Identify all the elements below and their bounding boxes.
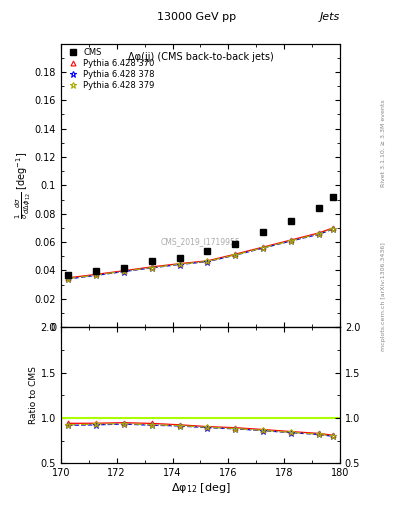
Pythia 6.428 379 [261, 245, 266, 251]
Pythia 6.428 378 [66, 276, 70, 282]
Pythia 6.428 370 [331, 225, 335, 231]
Pythia 6.428 379 [149, 265, 154, 271]
Pythia 6.428 370 [261, 244, 266, 250]
Pythia 6.428 378 [205, 259, 210, 265]
Pythia 6.428 378 [94, 272, 98, 279]
Pythia 6.428 379 [289, 238, 294, 244]
Pythia 6.428 370 [317, 230, 321, 236]
Line: CMS: CMS [65, 194, 336, 278]
Text: Rivet 3.1.10, ≥ 3.3M events: Rivet 3.1.10, ≥ 3.3M events [381, 99, 386, 187]
Pythia 6.428 379 [94, 272, 98, 278]
Pythia 6.428 379 [205, 259, 210, 265]
X-axis label: Δφ$_{12}$ [deg]: Δφ$_{12}$ [deg] [171, 481, 230, 495]
Line: Pythia 6.428 370: Pythia 6.428 370 [66, 225, 335, 280]
Pythia 6.428 370 [94, 271, 98, 278]
CMS [317, 205, 321, 211]
Pythia 6.428 378 [233, 252, 238, 258]
CMS [233, 241, 238, 247]
Pythia 6.428 379 [66, 275, 70, 282]
Pythia 6.428 370 [205, 258, 210, 264]
CMS [121, 265, 126, 271]
Legend: CMS, Pythia 6.428 370, Pythia 6.428 378, Pythia 6.428 379: CMS, Pythia 6.428 370, Pythia 6.428 378,… [62, 45, 158, 93]
Pythia 6.428 378 [261, 245, 266, 251]
Pythia 6.428 378 [289, 238, 294, 244]
Pythia 6.428 378 [149, 265, 154, 271]
Pythia 6.428 378 [177, 262, 182, 268]
CMS [149, 258, 154, 264]
CMS [94, 268, 98, 274]
Line: Pythia 6.428 379: Pythia 6.428 379 [65, 225, 336, 282]
Pythia 6.428 379 [317, 231, 321, 237]
CMS [177, 255, 182, 262]
Line: Pythia 6.428 378: Pythia 6.428 378 [65, 226, 336, 282]
Pythia 6.428 378 [317, 231, 321, 238]
Text: Jets: Jets [320, 11, 340, 22]
CMS [331, 194, 335, 200]
Pythia 6.428 370 [149, 264, 154, 270]
Pythia 6.428 370 [289, 237, 294, 243]
Text: CMS_2019_I1719955: CMS_2019_I1719955 [161, 238, 240, 247]
Pythia 6.428 379 [233, 252, 238, 258]
Pythia 6.428 370 [121, 268, 126, 274]
Pythia 6.428 379 [177, 261, 182, 267]
Pythia 6.428 370 [177, 261, 182, 267]
Pythia 6.428 379 [121, 268, 126, 274]
Pythia 6.428 378 [331, 226, 335, 232]
Pythia 6.428 370 [233, 251, 238, 257]
Text: 13000 GeV pp: 13000 GeV pp [157, 11, 236, 22]
CMS [205, 248, 210, 254]
Pythia 6.428 379 [331, 226, 335, 232]
Y-axis label: $\frac{1}{\sigma}\frac{d\sigma}{d\Delta\phi_{12}}$ [deg$^{-1}$]: $\frac{1}{\sigma}\frac{d\sigma}{d\Delta\… [14, 152, 33, 219]
Pythia 6.428 378 [121, 268, 126, 274]
Y-axis label: Ratio to CMS: Ratio to CMS [29, 367, 38, 424]
Text: mcplots.cern.ch [arXiv:1306.3436]: mcplots.cern.ch [arXiv:1306.3436] [381, 243, 386, 351]
CMS [289, 218, 294, 224]
Pythia 6.428 370 [66, 275, 70, 281]
CMS [261, 229, 266, 235]
CMS [66, 272, 70, 278]
Text: Δφ(jj) (CMS back-to-back jets): Δφ(jj) (CMS back-to-back jets) [128, 52, 273, 62]
